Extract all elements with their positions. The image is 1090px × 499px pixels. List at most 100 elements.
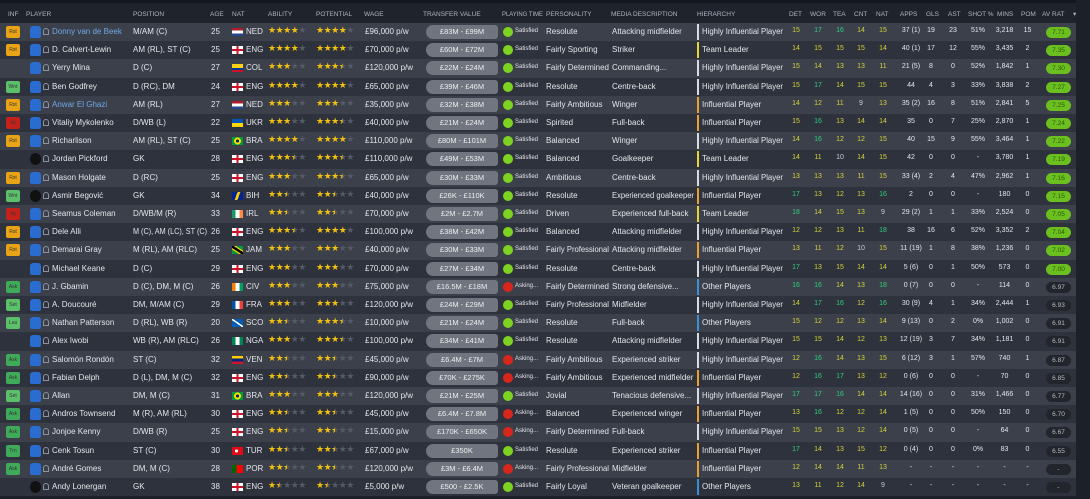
inf-badge[interactable]: Rst (6, 44, 20, 57)
table-row[interactable]: Jordan Pickford GK 28 ENG ★★★★★ ★★★★★ £110,000… (0, 150, 1076, 169)
player-name[interactable]: Seamus Coleman (52, 209, 116, 218)
table-row[interactable]: Yerry Mina D (C) 27 COL ★★★★★ ★★★★★ £120,000 p… (0, 59, 1076, 78)
transfer-value[interactable]: £21M - £24M (426, 116, 498, 130)
table-row[interactable]: Set Allan DM, M (C) 31 BRA ★★★★★ ★★★★★ £120,000… (0, 387, 1076, 406)
transfer-value[interactable]: £32M - £38M (426, 97, 498, 112)
table-row[interactable]: Rst Demarai Gray M (RL), AM (RLC) 25 JAM ★★★★… (0, 241, 1076, 260)
player-name[interactable]: Fabian Delph (52, 372, 100, 382)
player-name[interactable]: Asmir Begović (52, 190, 104, 200)
col-hierarchy[interactable]: HIERARCHY (697, 11, 736, 18)
inf-badge[interactable]: Rst (6, 244, 20, 257)
table-row[interactable]: Michael Keane D (C) 29 ENG ★★★★★ ★★★★★ £70,000… (0, 259, 1076, 278)
inf-badge[interactable]: Set (6, 299, 20, 311)
transfer-value[interactable]: £39M - £46M (426, 79, 498, 94)
transfer-value[interactable]: £170K - £650K (426, 425, 498, 440)
transfer-value[interactable]: £21M - £25M (426, 389, 498, 403)
col-wage[interactable]: WAGE (364, 11, 384, 18)
table-row[interactable]: Rst Anwar El Ghazi AM (RL) 27 NED ★★★★★ ★★★★★ £… (0, 95, 1076, 114)
player-name[interactable]: Richarlison (52, 136, 92, 146)
col-playing-time[interactable]: PLAYING TIME (502, 11, 544, 18)
col-pom[interactable]: POM (1021, 11, 1036, 18)
inf-badge[interactable]: Rst (6, 26, 20, 38)
table-row[interactable]: Wnt Ben Godfrey D (RC), DM 24 ENG ★★★★★ ★★★★★ £… (0, 77, 1076, 96)
col-det[interactable]: DET (789, 11, 802, 18)
table-row[interactable]: Rst D. Calvert-Lewin AM (RL), ST (C) 25 ENG ★… (0, 41, 1076, 60)
table-row[interactable]: Rst Richarlison AM (RL), ST (C) 25 BRA ★★★★★ ★… (0, 132, 1076, 151)
transfer-value[interactable]: £49M - £53M (426, 152, 498, 167)
player-name[interactable]: Salomón Rondón (52, 354, 114, 364)
transfer-value[interactable]: £30M - £33M (426, 243, 498, 258)
player-name[interactable]: Michael Keane (52, 263, 105, 273)
transfer-value[interactable]: £30M - £33M (426, 170, 498, 185)
inf-badge[interactable]: Set (6, 390, 20, 402)
col-player[interactable]: PLAYER (26, 11, 52, 18)
col-nat-attr[interactable]: NAT (876, 11, 889, 18)
table-row[interactable]: Rst Dele Alli M (C), AM (LC), ST (C) 26 ENG ★… (0, 223, 1076, 242)
transfer-value[interactable]: £16.5M - £18M (426, 279, 498, 294)
player-name[interactable]: Anwar El Ghazi (52, 99, 108, 109)
table-row[interactable]: Ask Fabian Delph D (L), DM, M (C) 32 ENG ★★★★… (0, 368, 1076, 387)
table-row[interactable]: Rst Mason Holgate D (RC) 25 ENG ★★★★★ ★★★★★ £65… (0, 168, 1076, 187)
inf-badge[interactable]: Trn (6, 444, 20, 457)
table-row[interactable]: Ask Salomón Rondón ST (C) 32 VEN ★★★★★ ★★★★★ £4… (0, 350, 1076, 369)
col-position[interactable]: POSITION (133, 11, 165, 18)
table-row[interactable]: Rst Donny van de Beek M/AM (C) 25 NED ★★★★★ ★★… (0, 23, 1076, 42)
inf-badge[interactable]: Lsa (6, 317, 20, 330)
player-name[interactable]: Nathan Patterson (52, 318, 115, 328)
table-row[interactable]: Ask André Gomes DM, M (C) 28 POR ★★★★★ ★★★★★ £1… (0, 459, 1076, 478)
col-mins[interactable]: MINS (997, 11, 1014, 18)
transfer-value[interactable]: £27M - £34M (426, 261, 498, 276)
inf-badge[interactable]: Ask (6, 408, 20, 421)
triangle-down-icon[interactable]: ▾ (1073, 11, 1077, 18)
table-row[interactable]: Ask J. Gbamin D (C), DM, M (C) 26 CIV ★★★★★ ★★… (0, 277, 1076, 296)
col-inf[interactable]: INF (8, 11, 19, 18)
table-row[interactable]: Inj Seamus Coleman D/WB/M (R) 33 IRL ★★★★★ ★★★… (0, 205, 1076, 224)
transfer-value[interactable]: £80M - £101M (426, 134, 498, 149)
col-ability[interactable]: ABILITY (268, 11, 293, 18)
table-row[interactable]: Alex Iwobi WB (R), AM (RLC) 26 NGA ★★★★★ ★★★★… (0, 332, 1076, 351)
col-tea[interactable]: TEA (833, 11, 846, 18)
table-row[interactable]: Ask Jonjoe Kenny D/WB (R) 25 ENG ★★★★★ ★★★★★ £1… (0, 423, 1076, 442)
inf-badge[interactable]: Rst (6, 226, 20, 239)
inf-badge[interactable]: Wnt (6, 80, 20, 93)
player-name[interactable]: Cenk Tosun (52, 445, 95, 455)
transfer-value[interactable]: £6.4M - £7.8M (426, 407, 498, 422)
transfer-value[interactable]: £21M - £24M (426, 316, 498, 331)
col-av-rat[interactable]: AV RAT (1042, 11, 1065, 18)
player-name[interactable]: Jonjoe Kenny (52, 427, 101, 437)
inf-badge[interactable]: Rst (6, 98, 20, 111)
col-wor[interactable]: WOR (810, 11, 826, 18)
table-row[interactable]: Trn Cenk Tosun ST (C) 30 TUR ★★★★★ ★★★★★ £67,00… (0, 441, 1076, 460)
col-apps[interactable]: APPS (900, 11, 918, 18)
col-nat[interactable]: NAT (232, 11, 245, 18)
transfer-value[interactable]: £34M - £41M (426, 334, 498, 349)
transfer-value[interactable]: £83M - £99M (426, 25, 498, 39)
col-shot-pct[interactable]: SHOT % (968, 11, 994, 18)
player-name[interactable]: Demarai Gray (52, 245, 102, 255)
transfer-value[interactable]: £60M - £72M (426, 43, 498, 58)
transfer-value[interactable]: £70K - £275K (426, 370, 498, 385)
table-row[interactable]: Set A. Doucouré DM, M/AM (C) 29 FRA ★★★★★ ★★★★… (0, 296, 1076, 315)
player-name[interactable]: Ben Godfrey (52, 81, 97, 91)
player-name[interactable]: Donny van de Beek (52, 27, 122, 36)
table-row[interactable]: Andy Lonergan GK 38 ENG ★★★★★ ★★★★★ £5,000 p/w… (0, 478, 1076, 497)
transfer-value[interactable]: £24M - £29M (426, 298, 498, 312)
inf-badge[interactable]: Ask (6, 426, 20, 439)
player-name[interactable]: D. Calvert-Lewin (52, 45, 112, 55)
col-personality[interactable]: PERSONALITY (546, 11, 592, 18)
transfer-value[interactable]: £22M - £24M (426, 61, 498, 76)
player-name[interactable]: A. Doucouré (52, 300, 97, 309)
inf-badge[interactable]: Rst (6, 135, 20, 148)
transfer-value[interactable]: £6.4M - £7M (426, 352, 498, 367)
col-media-description[interactable]: MEDIA DESCRIPTION (611, 11, 678, 18)
transfer-value[interactable]: £3M - £6.4M (426, 461, 498, 476)
player-name[interactable]: Alex Iwobi (52, 336, 89, 346)
table-row[interactable]: Inj Vitaliy Mykolenko D/WB (L) 22 UKR ★★★★★ ★★… (0, 114, 1076, 133)
inf-badge[interactable]: Ask (6, 280, 20, 293)
player-name[interactable]: J. Gbamin (52, 281, 89, 291)
transfer-value[interactable]: £38M - £42M (426, 225, 498, 240)
player-name[interactable]: Yerry Mina (52, 63, 90, 73)
player-name[interactable]: Mason Holgate (52, 172, 106, 182)
player-name[interactable]: Andy Lonergan (52, 482, 107, 491)
table-row[interactable]: Wnt Asmir Begović GK 34 BIH ★★★★★ ★★★★★ £40,000… (0, 186, 1076, 205)
